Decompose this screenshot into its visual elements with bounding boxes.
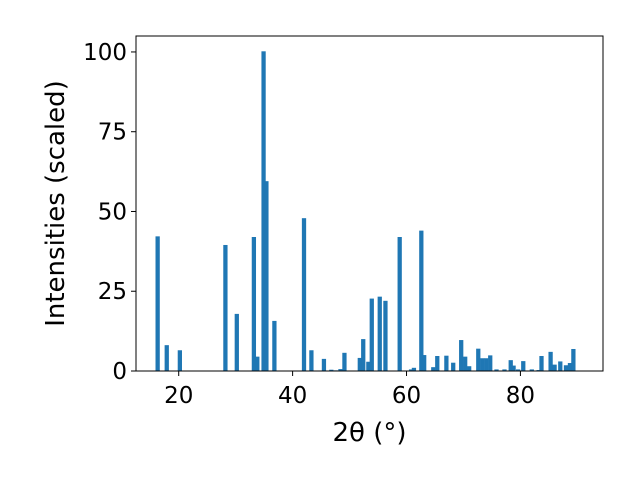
bar [397,237,402,371]
bar [357,357,362,371]
bar [369,298,374,371]
bar [234,313,239,371]
bar [251,237,257,371]
bar [255,356,260,371]
x-axis-ticks: 20 40 60 80 [164,371,535,409]
bar [476,348,481,371]
bars-group [155,51,576,372]
bar [419,230,424,371]
y-tick-label: 75 [98,120,127,146]
y-axis-label: Intensities (scaled) [41,80,71,327]
x-axis-label: 2θ (°) [332,418,406,448]
bar [539,356,544,371]
bar [301,218,307,371]
bar [321,358,327,371]
bar [451,362,456,371]
x-tick-label: 20 [164,383,193,409]
bar [366,361,371,371]
bar [411,367,417,371]
bar [338,369,343,371]
bar [521,361,526,371]
bar [484,358,489,371]
bar [431,367,436,371]
bar [383,300,388,371]
bar [480,358,485,371]
bar [552,364,557,371]
bar [377,296,382,371]
bar [511,365,516,371]
bar [558,361,563,371]
bar [164,345,169,371]
y-tick-label: 50 [98,199,127,225]
bar [494,369,499,371]
bar [548,351,553,371]
bar [508,360,513,371]
plot-frame [135,35,604,372]
bar [155,236,160,371]
bar [529,369,534,371]
bar [435,356,440,371]
bar [342,352,347,371]
bar [488,355,493,371]
bar [177,350,182,371]
bar [261,51,266,372]
bar [502,369,507,371]
y-axis-ticks: 0 25 50 75 100 [83,40,136,385]
bar [309,350,314,371]
bar [571,348,576,371]
y-tick-label: 100 [83,40,127,66]
bar [329,369,334,371]
bar [408,369,414,371]
bar [463,356,468,371]
bar [422,355,427,371]
bar [563,365,569,371]
bar [361,339,366,371]
bar [444,355,449,371]
bar [567,363,573,371]
y-tick-label: 25 [98,279,127,305]
x-tick-label: 60 [392,383,421,409]
x-tick-label: 80 [506,383,535,409]
bar [467,366,472,371]
bar [223,244,228,371]
bar [516,369,521,371]
bar [264,181,269,371]
y-tick-label: 0 [112,359,127,385]
bar [459,340,464,371]
bar [272,320,277,371]
x-tick-label: 40 [278,383,307,409]
